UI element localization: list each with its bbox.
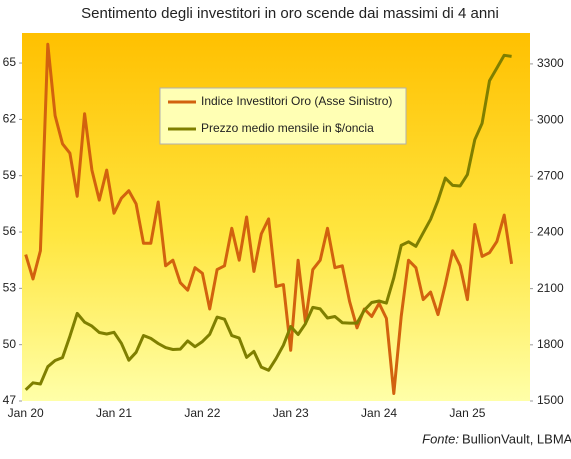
legend: [159, 87, 407, 145]
x-tick-label: Jan 20: [8, 406, 44, 420]
y2-tick-label: 2100: [537, 281, 564, 295]
y-tick-label: 50: [3, 337, 17, 351]
chart-title: Sentimento degli investitori in oro scen…: [81, 5, 499, 22]
y2-tick-label: 2700: [537, 168, 564, 182]
series-line: [24, 42, 514, 395]
y2-tick-label: 3300: [537, 56, 564, 70]
x-tick-label: Jan 22: [184, 406, 220, 420]
y-tick-label: 62: [3, 112, 17, 126]
x-tick-label: Jan 23: [273, 406, 309, 420]
legend-label: Indice Investitori Oro (Asse Sinistro): [201, 94, 392, 108]
y2-tick-label: 1500: [537, 393, 564, 407]
y2-tick-label: 3000: [537, 112, 564, 126]
series-line: [24, 53, 512, 391]
x-tick-label: Jan 21: [96, 406, 132, 420]
y2-tick-label: 2400: [537, 225, 564, 239]
x-tick-label: Jan 24: [361, 406, 397, 420]
y-tick-label: 65: [3, 55, 17, 69]
source-label: Fonte:: [422, 431, 459, 446]
y-tick-label: 53: [3, 281, 17, 295]
y-tick-label: 47: [3, 393, 17, 407]
legend-label: Prezzo medio mensile in $/oncia: [201, 121, 374, 135]
source: BullionVault, LBMA: [462, 431, 571, 446]
y2-tick-label: 1800: [537, 337, 564, 351]
y-tick-label: 56: [3, 224, 17, 238]
x-tick-label: Jan 25: [449, 406, 485, 420]
y-tick-label: 59: [3, 168, 17, 182]
